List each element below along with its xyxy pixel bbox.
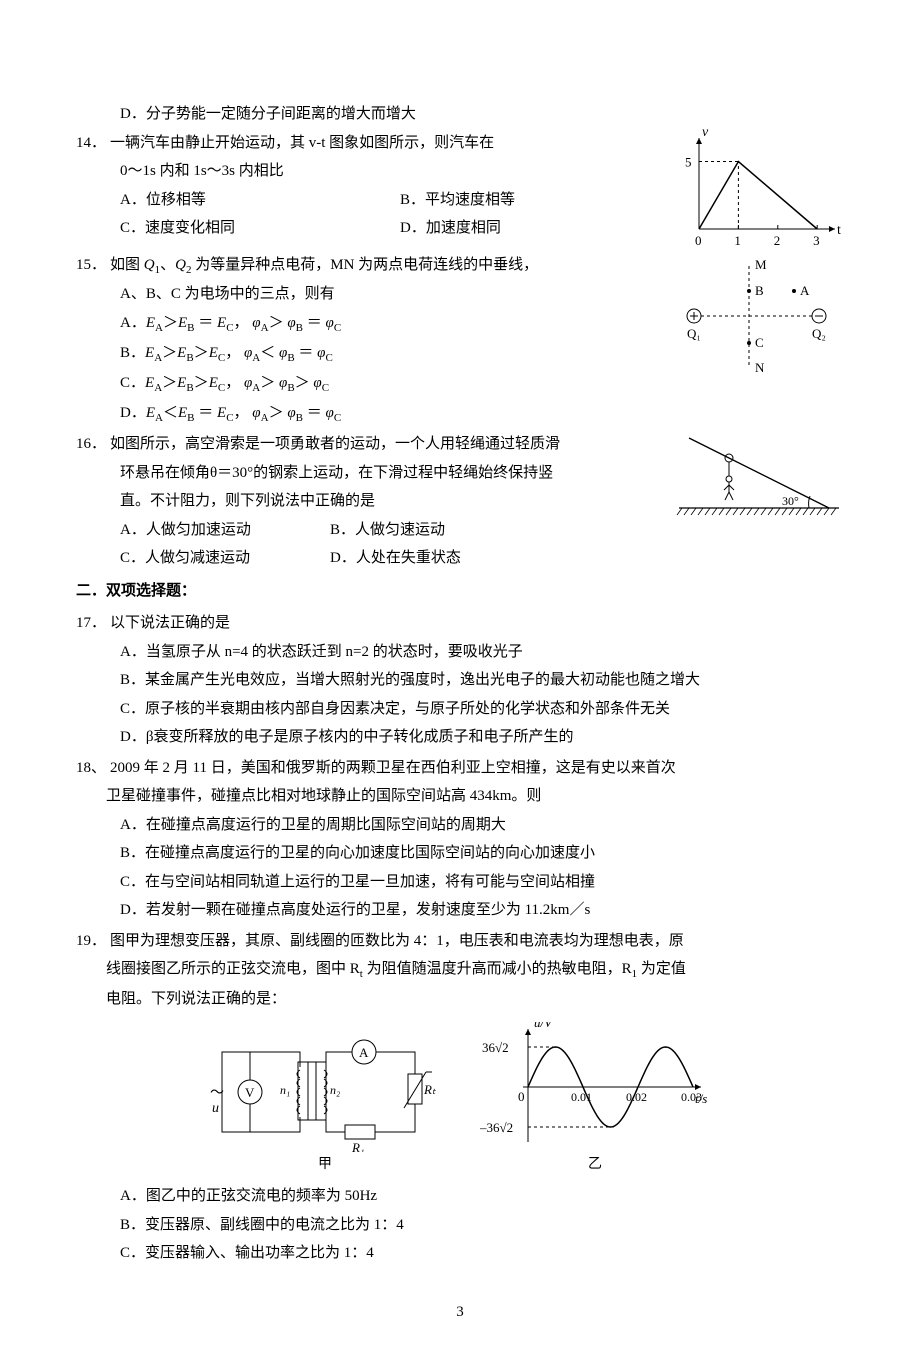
q19: 19． 图甲为理想变压器，其原、副线圈的匝数比为 4：1，电压表和电流表均为理想… [76,927,844,1268]
q15: M N Q₁ Q₂ B A C 15． 如图 Q1、Q2 为等量异种点电荷，MN 为两点电荷… [76,251,844,429]
q14-stem1: 一辆汽车由静止开始运动，其 v-t 图象如图所示，则汽车在 [110,129,668,158]
svg-text:Q₁: Q₁ [687,326,701,341]
svg-text:B: B [755,283,764,298]
q15-d: D．EA＜EB ＝ EC， φA＞ φB ＝ φC [76,399,844,429]
svg-text:36√2: 36√2 [482,1040,509,1055]
q17: 17． 以下说法正确的是 A．当氢原子从 n=4 的状态跃迁到 n=2 的状态时… [76,609,844,752]
q14-c: C．速度变化相同 [120,214,400,243]
q17-c: C．原子核的半衰期由核内部自身因素决定，与原子所处的化学状态和外部条件无关 [76,695,844,724]
svg-text:0: 0 [518,1089,525,1104]
svg-text:0.03: 0.03 [681,1090,702,1104]
svg-text:3: 3 [813,233,820,248]
svg-text:0.01: 0.01 [571,1090,592,1104]
q17-b: B．某金属产生光电效应，当增大照射光的强度时，逸出光电子的最大初动能也随之增大 [76,666,844,695]
q19-a: A．图乙中的正弦交流电的频率为 50Hz [76,1182,844,1211]
q19-figures: ～uVn₁n₂ARₜR₁ 甲 u/Vt/s36√2–36√200.010.020… [76,1022,844,1179]
q18-num: 18、 [76,754,110,783]
q16-figure: 30° [674,430,844,525]
q17-num: 17． [76,609,110,638]
q17-stem: 以下说法正确的是 [110,609,844,638]
q13-option-d: D．分子势能一定随分子间距离的增大而增大 [76,100,844,129]
q13-d-text: D．分子势能一定随分子间距离的增大而增大 [120,106,416,122]
q16-d: D．人处在失重状态 [330,544,461,573]
q18-a: A．在碰撞点高度运行的卫星的周期比国际空间站的周期大 [76,811,844,840]
svg-text:0: 0 [695,233,702,248]
svg-text:V: V [245,1085,255,1100]
svg-text:v: v [702,129,709,140]
svg-text:1: 1 [734,233,741,248]
svg-text:u/V: u/V [534,1022,554,1030]
q18-stem2: 卫星碰撞事件，碰撞点比相对地球静止的国际空间站高 434km。则 [76,782,844,811]
svg-text:M: M [755,257,767,272]
svg-text:t: t [837,223,841,238]
cap-yi: 乙 [480,1152,710,1179]
q18: 18、 2009 年 2 月 11 日，美国和俄罗斯的两颗卫星在西伯利亚上空相撞… [76,754,844,925]
svg-text:n₁: n₁ [280,1083,290,1097]
q15-figure: M N Q₁ Q₂ B A C [674,251,844,381]
q16-a: A．人做匀加速运动 [120,516,330,545]
svg-text:30°: 30° [782,494,799,508]
q14: v t 5 0 1 2 3 14． 一辆汽车由静止开始运动，其 v-t 图象如图所示，则汽车… [76,129,844,249]
q19-stem2: 线圈接图乙所示的正弦交流电，图中 Rt 为阻值随温度升高而减小的热敏电阻，R1 … [76,955,844,985]
cap-jia: 甲 [210,1152,440,1179]
q18-b: B．在碰撞点高度运行的卫星的向心加速度比国际空间站的向心加速度小 [76,839,844,868]
svg-text:Q₂: Q₂ [812,326,826,341]
svg-text:～: ～ [210,1086,224,1101]
svg-text:5: 5 [685,154,692,169]
svg-text:C: C [755,335,764,350]
svg-text:u: u [212,1101,219,1116]
q17-d: D．β衰变所释放的电子是原子核内的中子转化成质子和电子所产生的 [76,723,844,752]
q16-b: B．人做匀速运动 [330,516,445,545]
svg-text:0.02: 0.02 [626,1090,647,1104]
svg-text:–36√2: –36√2 [480,1120,513,1135]
q14-num: 14． [76,129,110,158]
q19-num: 19． [76,927,110,956]
q19-stem1: 图甲为理想变压器，其原、副线圈的匝数比为 4：1，电压表和电流表均为理想电表，原 [110,927,844,956]
q14-a: A．位移相等 [120,186,400,215]
q17-a: A．当氢原子从 n=4 的状态跃迁到 n=2 的状态时，要吸收光子 [76,638,844,667]
svg-text:N: N [755,360,765,375]
svg-text:A: A [359,1045,369,1060]
svg-text:n₂: n₂ [330,1083,340,1097]
q19-c: C．变压器输入、输出功率之比为 1：4 [76,1239,844,1268]
q16-c: C．人做匀减速运动 [120,544,330,573]
svg-text:Rₜ: Rₜ [423,1082,437,1097]
sine-figure: u/Vt/s36√2–36√200.010.020.03 [480,1022,710,1152]
q19-stem3: 电阻。下列说法正确的是： [76,985,844,1014]
q15-stem1: 如图 Q1、Q2 为等量异种点电荷，MN 为两点电荷连线的中垂线， [110,251,668,281]
q16: 30° 16． 如图所示，高空滑索是一项勇敢者的运动，一个人用轻绳通过轻质滑 环… [76,430,844,573]
svg-text:R₁: R₁ [351,1140,364,1152]
q18-stem1: 2009 年 2 月 11 日，美国和俄罗斯的两颗卫星在西伯利亚上空相撞，这是有… [110,754,844,783]
svg-text:A: A [800,283,810,298]
section-2-title: 二．双项选择题： [76,577,844,606]
q18-c: C．在与空间站相同轨道上运行的卫星一旦加速，将有可能与空间站相撞 [76,868,844,897]
q16-num: 16． [76,430,110,459]
page-number: 3 [76,1298,844,1327]
transformer-figure: ～u Vn₁ n₂ A Rₜ R₁ [210,1022,440,1152]
svg-text:2: 2 [774,233,781,248]
q15-num: 15． [76,251,110,280]
q18-d: D．若发射一颗在碰撞点高度处运行的卫星，发射速度至少为 11.2km／s [76,896,844,925]
q14-figure: v t 5 0 1 2 3 [674,129,844,249]
q14-b: B．平均速度相等 [400,186,515,215]
q19-b: B．变压器原、副线圈中的电流之比为 1：4 [76,1211,844,1240]
q14-d: D．加速度相同 [400,214,501,243]
q16-stem1: 如图所示，高空滑索是一项勇敢者的运动，一个人用轻绳通过轻质滑 [110,430,668,459]
